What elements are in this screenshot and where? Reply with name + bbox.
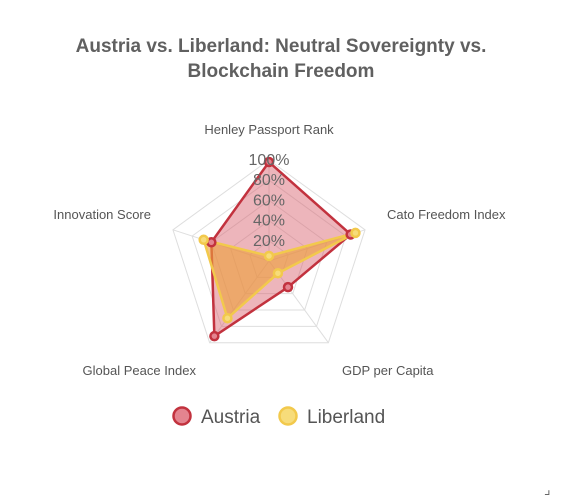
legend-label-austria: Austria (201, 407, 261, 428)
legend-item-austria[interactable]: Austria (172, 406, 261, 428)
legend-label-liberland: Liberland (307, 407, 385, 428)
grid-ring-4 (191, 179, 347, 327)
tick-labels: 20% 40% 60% 80% 100% (249, 152, 290, 250)
chart-title-line-1: Austria vs. Liberland: Neutral Sovereign… (76, 36, 487, 57)
data-point-austria-3[interactable] (282, 281, 294, 293)
radar-series (198, 156, 361, 342)
data-point-liberland-1[interactable] (263, 250, 275, 262)
data-point-liberland-4[interactable] (222, 312, 233, 324)
grid-ring-5 (172, 159, 366, 344)
axis-label-3: GDP per Capita (342, 363, 434, 378)
axis-label-4: Global Peace Index (83, 363, 197, 378)
legend[interactable]: Austria Liberland (172, 406, 386, 428)
axis-label-5: Innovation Score (53, 207, 151, 222)
tick-label-2: 40% (253, 213, 285, 230)
tick-label-5: 100% (249, 152, 290, 169)
grid-ring-2 (229, 219, 309, 295)
axis-labels: Henley Passport Rank Cato Freedom Index GD… (53, 122, 506, 378)
corner-mark: ⌟ (544, 481, 551, 497)
grid-ring-3 (210, 199, 328, 311)
axis-label-2: Cato Freedom Index (387, 207, 506, 222)
data-point-austria-4[interactable] (209, 330, 220, 342)
tick-label-1: 20% (253, 233, 285, 250)
chart-title: Austria vs. Liberland: Neutral Sovereign… (76, 36, 487, 82)
data-point-liberland-2[interactable] (350, 227, 361, 239)
axis-label-1: Henley Passport Rank (204, 122, 334, 137)
legend-marker-liberland (278, 406, 298, 426)
data-point-liberland-5[interactable] (198, 234, 209, 246)
data-point-liberland-3[interactable] (272, 268, 284, 279)
tick-label-3: 60% (253, 192, 285, 209)
data-point-austria-1[interactable] (263, 156, 275, 168)
tick-label-4: 80% (253, 172, 285, 189)
chart-title-line-2: Blockchain Freedom (188, 61, 375, 82)
legend-item-liberland[interactable]: Liberland (278, 406, 386, 428)
legend-marker-austria (172, 406, 192, 426)
